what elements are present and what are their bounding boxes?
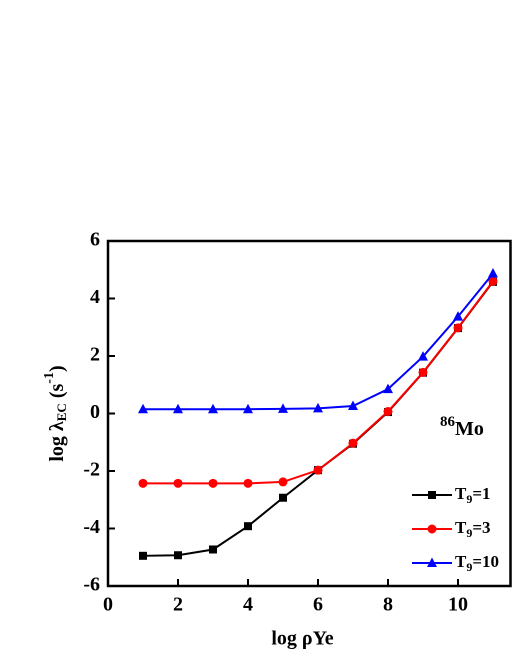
y-axis-label: log λEC (s-1) [42, 365, 69, 461]
y-tick-label: -4 [83, 516, 100, 538]
marker [244, 522, 252, 531]
legend-label: T9=3 [455, 518, 491, 540]
marker [383, 383, 393, 394]
marker [313, 465, 323, 475]
marker [173, 403, 183, 414]
marker [383, 406, 393, 416]
marker [138, 478, 148, 488]
marker [138, 403, 148, 414]
x-tick-label: 8 [383, 594, 393, 616]
marker [279, 493, 287, 502]
series-line [143, 280, 494, 485]
marker [278, 477, 288, 487]
y-tick-label: 6 [90, 229, 100, 251]
series-line [143, 272, 494, 411]
marker [208, 478, 218, 488]
marker [418, 367, 428, 377]
legend-marker [427, 557, 437, 567]
y-tick-label: 2 [90, 344, 100, 366]
x-axis-label: log ρYe [271, 628, 333, 650]
marker [313, 402, 323, 413]
legend-marker [428, 491, 436, 499]
y-tick-label: 4 [90, 286, 100, 308]
marker [453, 323, 463, 333]
marker [208, 403, 218, 414]
marker [243, 403, 253, 414]
marker [348, 400, 358, 411]
y-tick-label: -6 [83, 574, 100, 596]
marker [418, 351, 428, 361]
marker [209, 545, 217, 554]
y-tick-label: 0 [90, 401, 100, 423]
marker [174, 551, 182, 560]
marker [453, 311, 463, 321]
marker [243, 478, 253, 488]
legend-label: T9=1 [455, 484, 491, 506]
legend-label: T9=10 [455, 552, 499, 574]
marker [278, 403, 288, 413]
x-tick-label: 0 [103, 594, 113, 616]
annotation: 86Mo [440, 414, 484, 439]
marker [488, 276, 498, 286]
marker [173, 478, 183, 488]
legend-marker [427, 524, 437, 534]
marker [348, 438, 358, 448]
x-tick-label: 2 [173, 594, 183, 616]
marker [139, 551, 147, 560]
x-tick-label: 4 [243, 594, 253, 616]
marker [488, 267, 498, 278]
x-tick-label: 10 [448, 594, 468, 616]
y-tick-label: -2 [83, 459, 100, 481]
x-tick-label: 6 [313, 594, 323, 616]
